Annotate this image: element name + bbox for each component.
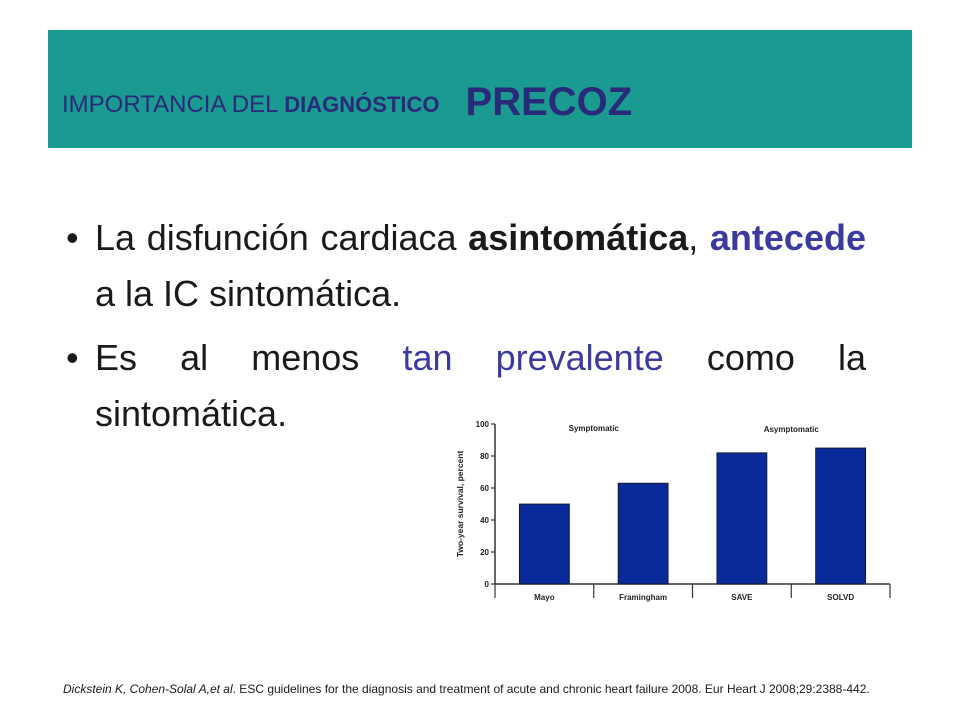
survival-bar-chart: 0 20 40 60 80 100 Mayo Framingham SAVE SOLVD Sympt…	[455, 420, 891, 602]
bullet-2-text-b: como la sintomática.	[95, 337, 866, 434]
title-part-3: PRECOZ	[465, 80, 633, 124]
citation-text: . ESC guidelines for the diagnosis and t…	[232, 682, 870, 696]
title-part-1: IMPORTANCIA DEL	[62, 91, 285, 118]
y-tick-label: 20	[480, 548, 489, 557]
bullet-2: Es al menos tan prevalente como la sinto…	[66, 330, 866, 442]
bar-save	[716, 452, 768, 585]
bullet-1: La disfunción cardiaca asintomática, ant…	[66, 210, 866, 322]
group-label-asymptomatic: Asymptomatic	[764, 425, 820, 434]
group-label-symptomatic: Symptomatic	[569, 424, 620, 433]
citation-authors: Dickstein K, Cohen-Solal A,et al	[63, 682, 233, 696]
bullet-2-text-a: Es al menos	[95, 337, 403, 378]
bar-mayo	[518, 503, 570, 585]
citation: Dickstein K, Cohen-Solal A,et al. ESC gu…	[63, 682, 870, 696]
y-tick-label: 100	[476, 420, 490, 429]
x-tick-label: SAVE	[731, 593, 753, 602]
bar-solvd	[815, 447, 867, 585]
bullet-1-text-b: ,	[688, 217, 710, 258]
bullet-list: La disfunción cardiaca asintomática, ant…	[66, 210, 866, 450]
y-tick-label: 0	[485, 580, 490, 589]
title-part-2: DIAGNÓSTICO	[284, 92, 440, 117]
x-tick-label: Mayo	[534, 593, 555, 602]
y-axis-label: Two-year survival, percent	[455, 451, 465, 558]
bullet-1-emphasis: asintomática	[468, 217, 689, 258]
bullet-1-highlight: antecede	[709, 217, 866, 258]
title-bar: IMPORTANCIA DEL DIAGNÓSTICO PRECOZ	[48, 30, 912, 148]
y-tick-label: 80	[480, 452, 489, 461]
bullet-1-text-a: La disfunción cardiaca	[95, 217, 469, 258]
y-tick-label: 60	[480, 484, 489, 493]
bullet-2-highlight: tan prevalente	[402, 337, 664, 378]
slide-title: IMPORTANCIA DEL DIAGNÓSTICO PRECOZ	[62, 77, 633, 124]
y-tick-label: 40	[480, 516, 489, 525]
bar-framingham	[617, 482, 669, 585]
x-tick-label: SOLVD	[827, 593, 854, 602]
x-tick-label: Framingham	[619, 593, 667, 602]
bullet-1-text-c: a la IC sintomática.	[95, 273, 402, 314]
